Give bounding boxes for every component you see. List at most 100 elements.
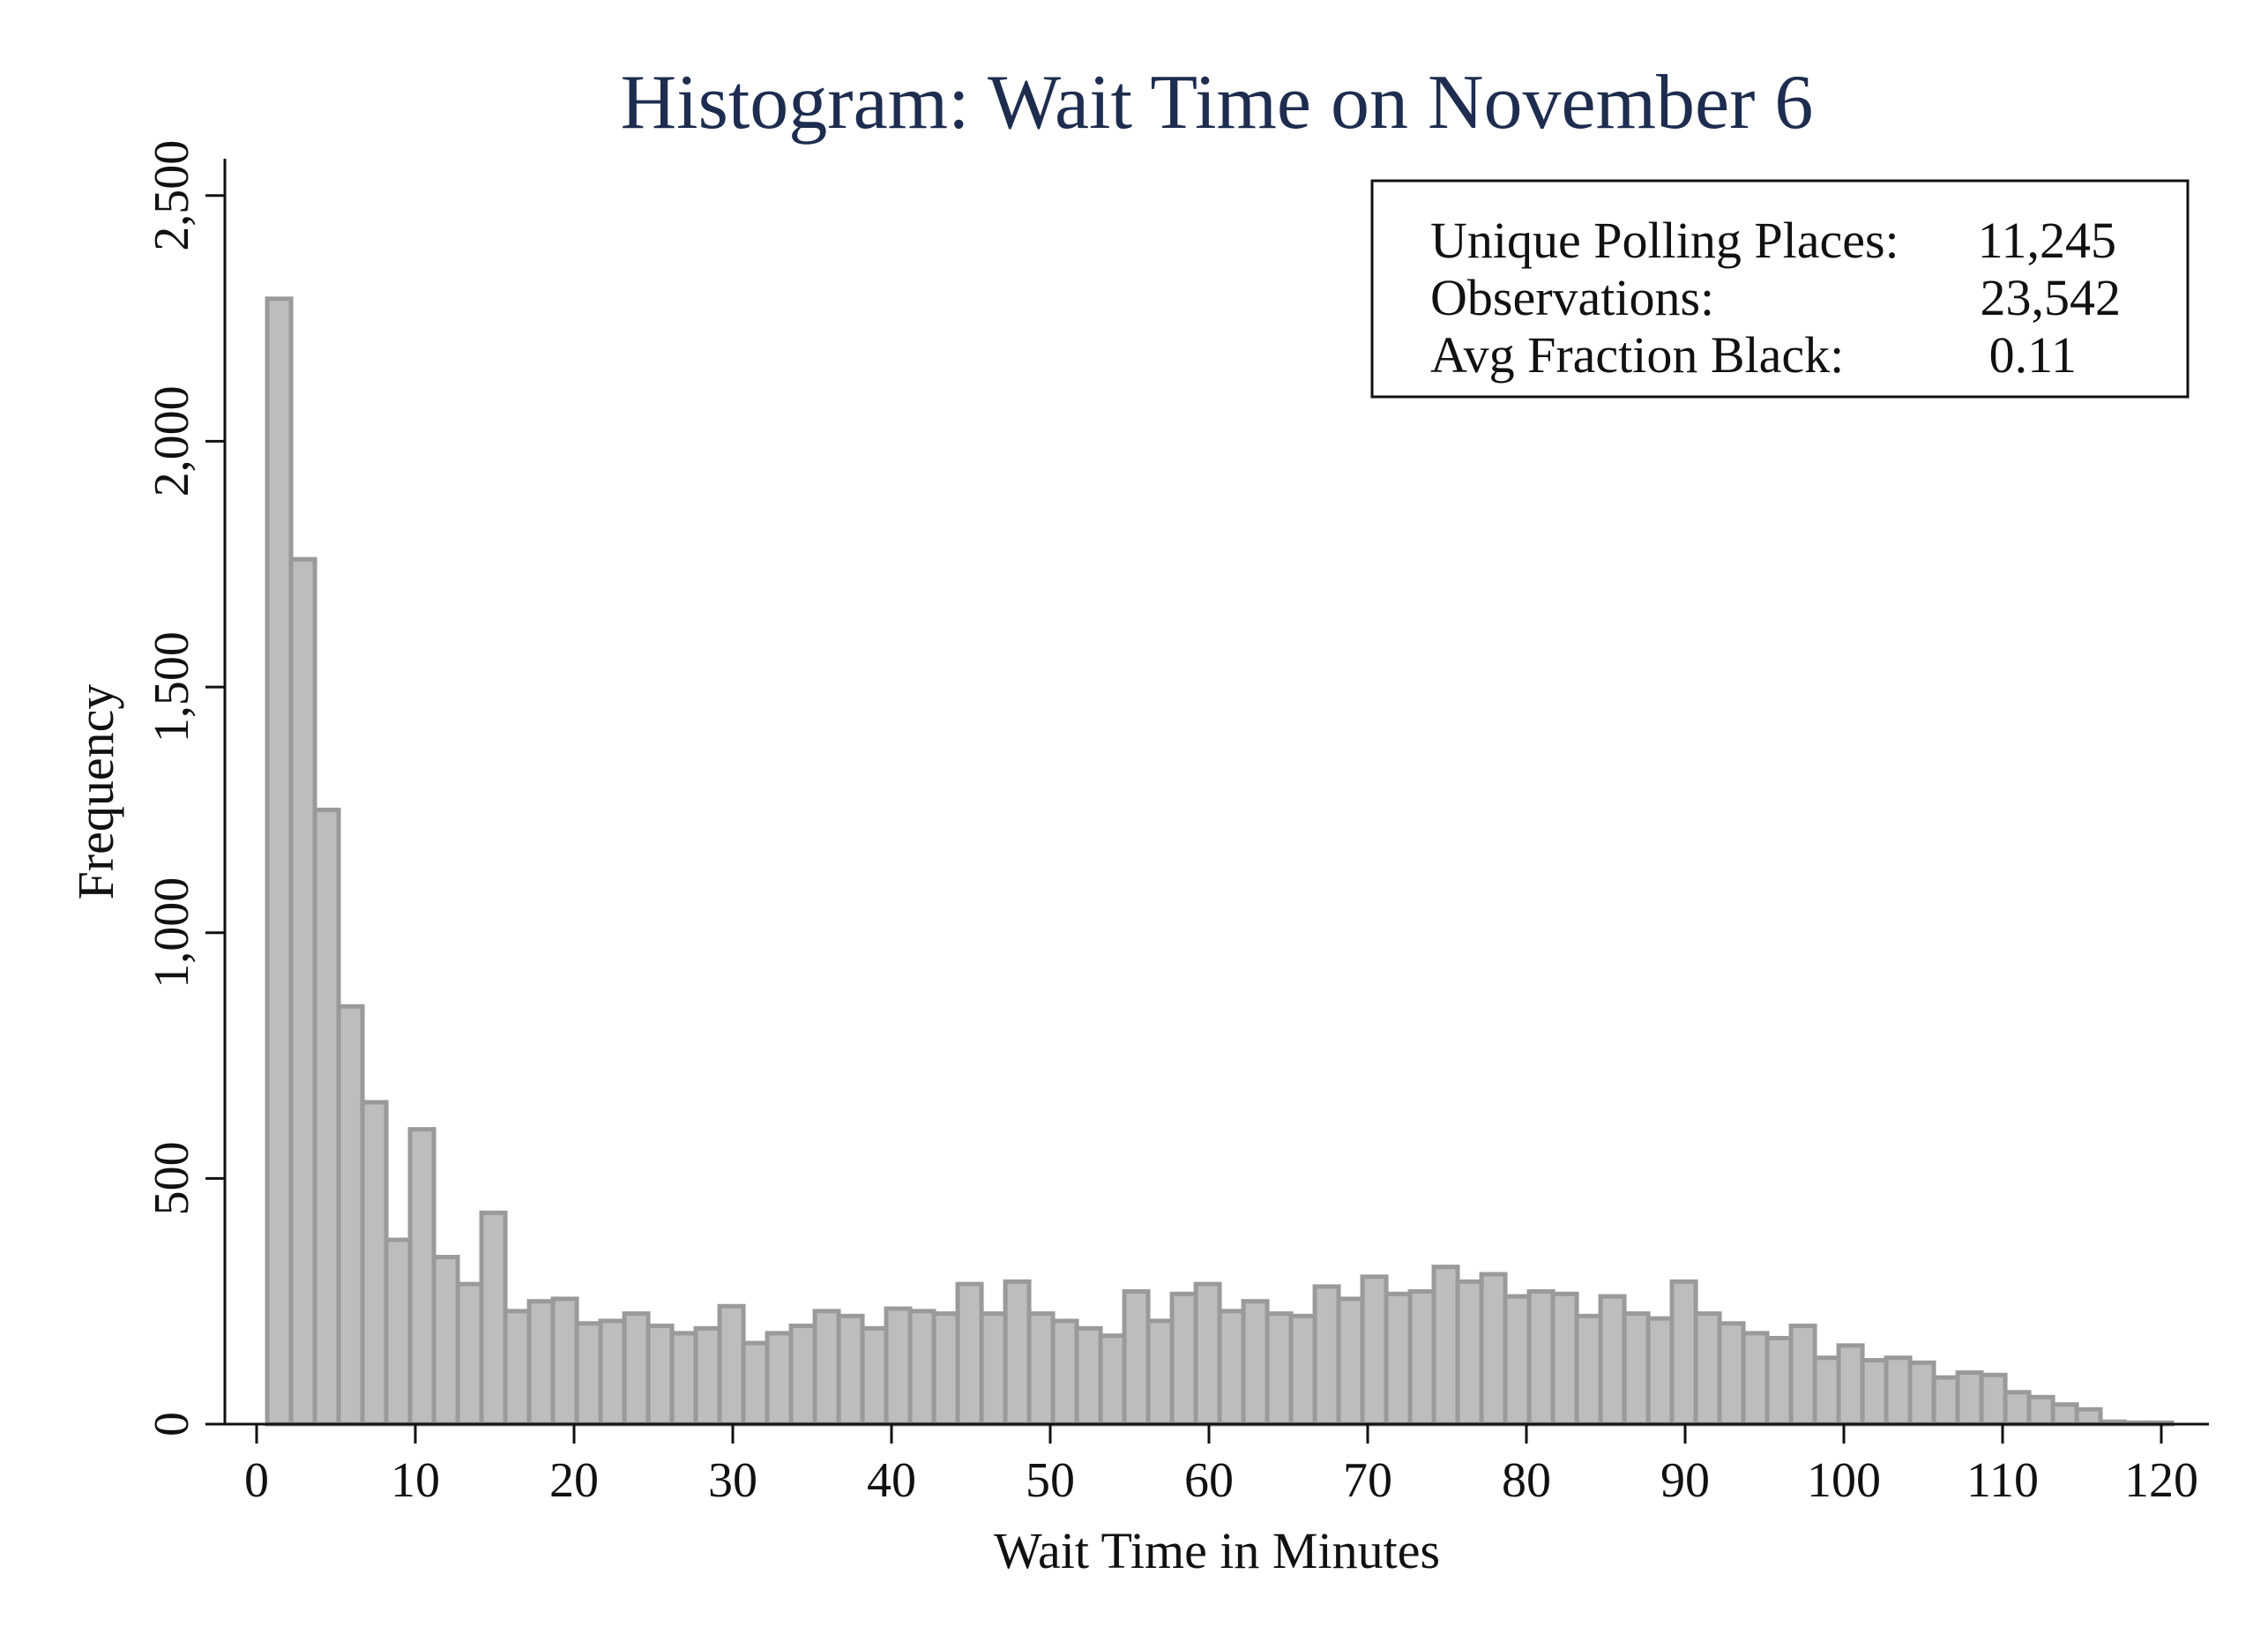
histogram-bar bbox=[1764, 1335, 1794, 1427]
x-tick-label: 120 bbox=[2124, 1453, 2198, 1508]
x-tick-label: 50 bbox=[1026, 1453, 1075, 1508]
y-tick-label: 0 bbox=[145, 1412, 199, 1436]
histogram-bar bbox=[455, 1281, 484, 1427]
x-tick-label: 70 bbox=[1343, 1453, 1392, 1508]
histogram-bar bbox=[1026, 1311, 1056, 1427]
y-tick-label: 1,500 bbox=[145, 631, 199, 742]
histogram-bar bbox=[503, 1309, 532, 1427]
histogram-bar bbox=[1860, 1358, 1889, 1427]
histogram-bar bbox=[384, 1237, 413, 1427]
histogram-bar bbox=[622, 1311, 651, 1427]
histogram-bar bbox=[812, 1309, 841, 1427]
histogram-bar bbox=[1217, 1309, 1246, 1427]
x-axis-ticks: 0 10 20 30 40 50 60 70 80 90 100 110 120 bbox=[244, 1424, 2198, 1508]
stat-label-avg-fraction-black: Avg Fraction Black: bbox=[1430, 326, 1844, 384]
histogram-bar bbox=[265, 296, 294, 1427]
histogram-bar bbox=[2050, 1402, 2079, 1427]
histogram-bar bbox=[741, 1340, 770, 1427]
histogram-bar bbox=[407, 1127, 436, 1427]
y-tick-label: 2,000 bbox=[145, 385, 199, 496]
histogram-bar bbox=[1479, 1272, 1508, 1427]
y-tick-label: 1,000 bbox=[145, 877, 199, 989]
histogram-bar bbox=[1931, 1375, 1960, 1427]
stat-value-observations: 23,542 bbox=[1981, 269, 2122, 326]
histogram-bar bbox=[1288, 1313, 1317, 1427]
histogram-bar bbox=[1384, 1291, 1413, 1427]
histogram-bar bbox=[479, 1210, 508, 1427]
histogram-bar bbox=[1122, 1289, 1151, 1427]
stat-label-observations: Observations: bbox=[1430, 269, 1714, 326]
histogram-bar bbox=[1812, 1355, 1841, 1427]
y-tick-label: 500 bbox=[145, 1141, 199, 1215]
histogram-bar bbox=[431, 1255, 460, 1427]
histogram-bar bbox=[1265, 1311, 1294, 1427]
stats-box: Unique Polling Places: 11,245 Observatio… bbox=[1370, 179, 2190, 399]
histogram-bar bbox=[288, 556, 317, 1427]
histogram-bar bbox=[526, 1299, 556, 1427]
histogram-bar bbox=[1741, 1331, 1770, 1427]
histogram-bar bbox=[1193, 1281, 1222, 1427]
histogram-bar bbox=[2026, 1394, 2055, 1427]
histogram-bar bbox=[312, 807, 341, 1427]
histogram-bar bbox=[598, 1318, 627, 1427]
histogram-bar bbox=[1598, 1294, 1627, 1427]
histogram-bar bbox=[1407, 1289, 1436, 1427]
histogram-bar bbox=[1693, 1311, 1722, 1427]
histogram-bar bbox=[1360, 1274, 1389, 1427]
histogram-bar bbox=[2074, 1406, 2103, 1427]
y-axis-title: Frequency bbox=[67, 684, 124, 900]
histogram-bar bbox=[574, 1321, 603, 1427]
histogram-bar bbox=[1503, 1294, 1532, 1427]
histogram-bar bbox=[1098, 1333, 1127, 1427]
histogram-bar bbox=[1455, 1279, 1484, 1427]
histogram-bar bbox=[717, 1303, 746, 1427]
histogram-bar bbox=[955, 1281, 984, 1427]
histogram-bar bbox=[1574, 1313, 1603, 1427]
x-tick-label: 20 bbox=[549, 1453, 599, 1508]
histogram-bar bbox=[836, 1313, 865, 1427]
x-tick-label: 10 bbox=[391, 1453, 440, 1508]
histogram-bar bbox=[1003, 1279, 1032, 1427]
histogram-bar bbox=[1907, 1360, 1936, 1427]
histogram-bar bbox=[669, 1331, 698, 1427]
y-tick-label: 2,500 bbox=[145, 140, 199, 251]
histogram-bar bbox=[550, 1296, 579, 1427]
histogram-bar bbox=[788, 1324, 817, 1427]
x-tick-label: 110 bbox=[1966, 1453, 2039, 1508]
histogram-bar bbox=[1550, 1291, 1579, 1427]
histogram-bar bbox=[1645, 1316, 1675, 1427]
histogram-bar bbox=[360, 1100, 389, 1427]
histogram-bars bbox=[265, 296, 2175, 1427]
histogram-bar bbox=[1431, 1265, 1460, 1427]
histogram-bar bbox=[1836, 1343, 1865, 1427]
x-tick-label: 40 bbox=[867, 1453, 916, 1508]
histogram-bar bbox=[1336, 1296, 1365, 1427]
histogram-bar bbox=[1669, 1279, 1698, 1427]
y-axis-ticks: 0 500 1,000 1,500 2,000 2,500 bbox=[145, 140, 225, 1436]
x-axis-title: Wait Time in Minutes bbox=[994, 1522, 1440, 1579]
histogram-bar bbox=[931, 1311, 960, 1427]
x-tick-label: 30 bbox=[708, 1453, 757, 1508]
histogram-bar bbox=[1788, 1324, 1817, 1427]
histogram-bar bbox=[1884, 1355, 1913, 1427]
histogram-bar bbox=[336, 1004, 365, 1427]
histogram-bar bbox=[1169, 1291, 1198, 1427]
stats-box-border bbox=[1370, 179, 2190, 399]
x-tick-label: 60 bbox=[1184, 1453, 1234, 1508]
stat-label-polling-places: Unique Polling Places: bbox=[1430, 212, 1899, 269]
histogram-bar bbox=[1241, 1299, 1270, 1427]
chart-title: Histogram: Wait Time on November 6 bbox=[621, 60, 1814, 146]
x-tick-label: 0 bbox=[244, 1453, 269, 1508]
stat-value-polling-places: 11,245 bbox=[1978, 212, 2116, 269]
histogram-bar bbox=[645, 1324, 675, 1427]
histogram-bar bbox=[1145, 1318, 1175, 1427]
histogram-bar bbox=[884, 1306, 913, 1427]
histogram-bar bbox=[2003, 1390, 2032, 1427]
histogram-bar bbox=[1526, 1289, 1556, 1427]
histogram-bar bbox=[1050, 1318, 1079, 1427]
x-tick-label: 90 bbox=[1660, 1453, 1710, 1508]
histogram-bar bbox=[1312, 1284, 1341, 1427]
histogram-bar bbox=[1074, 1325, 1103, 1427]
histogram-bar bbox=[1979, 1372, 2008, 1427]
